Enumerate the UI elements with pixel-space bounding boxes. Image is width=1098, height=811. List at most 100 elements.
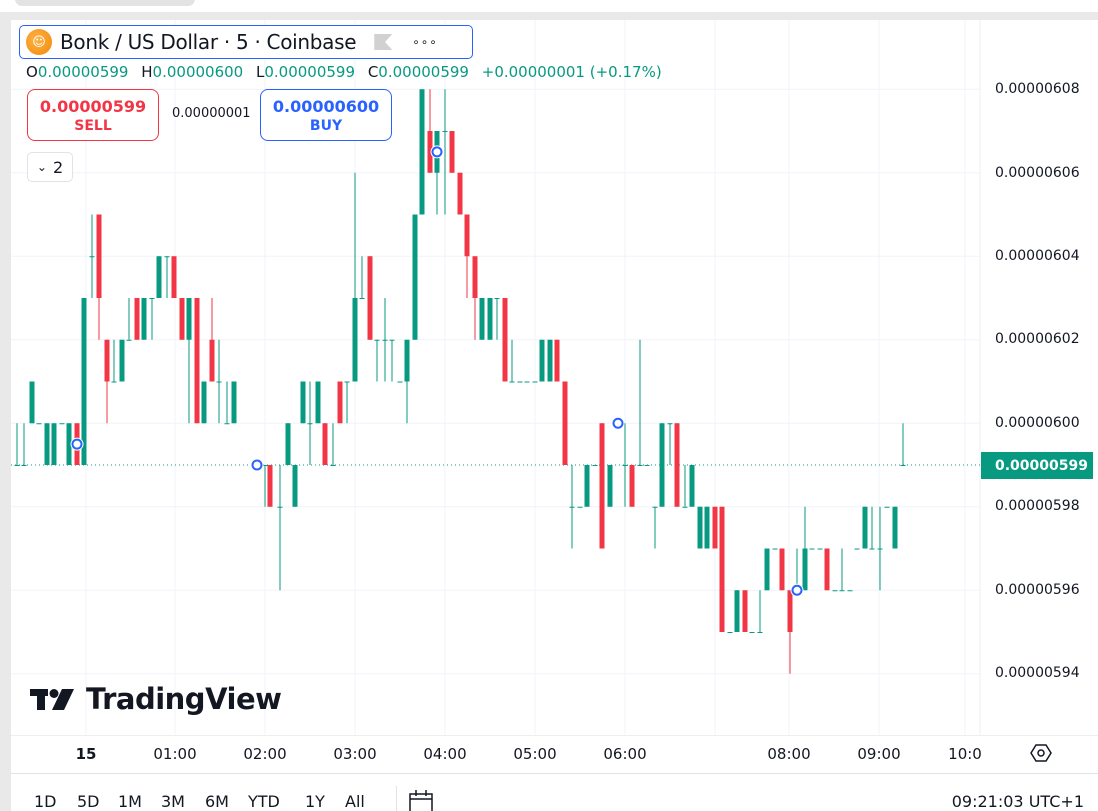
time-axis[interactable]: 15 01:00 02:00 03:00 04:00 05:00 06:00 08:00 09:…: [11, 735, 1098, 773]
time-tick-label: 09:00: [857, 745, 901, 763]
candle: [674, 423, 680, 507]
candle: [502, 298, 508, 382]
open-label: O: [26, 63, 38, 81]
calendar-goto-icon[interactable]: [407, 788, 435, 811]
candle: [397, 381, 403, 383]
candle: [96, 214, 102, 340]
candle: [141, 298, 147, 340]
candle: [900, 423, 906, 466]
buy-button[interactable]: 0.00000600 BUY: [260, 89, 392, 141]
range-button-3m[interactable]: 3M: [161, 792, 185, 811]
price-tick-label: 0.00000594: [995, 665, 1080, 681]
symbol-legend[interactable]: ☺ Bonk / US Dollar · 5 · Coinbase ∘∘∘: [19, 25, 473, 59]
top-tab-pill[interactable]: [15, 0, 195, 6]
candle: [201, 381, 207, 424]
time-tick-label: 04:00: [423, 745, 467, 763]
ohlc-values: O0.00000599 H0.00000600 L0.00000599 C0.0…: [26, 63, 662, 81]
price-tick-label: 0.00000602: [995, 331, 1080, 347]
candle: [764, 548, 770, 591]
candle: [307, 381, 313, 465]
candle: [149, 298, 155, 340]
spread-value: 0.00000001: [172, 106, 251, 121]
candle: [584, 465, 590, 507]
candle: [51, 423, 57, 465]
indicators-collapse-button[interactable]: ⌄ 2: [27, 152, 73, 182]
candle: [712, 506, 718, 549]
candle: [517, 381, 523, 383]
candle: [509, 339, 515, 383]
candle: [562, 381, 568, 465]
candle: [216, 339, 222, 424]
flag-icon[interactable]: [374, 34, 393, 50]
candle: [194, 298, 200, 424]
low-value: 0.00000599: [264, 63, 356, 81]
candle: [884, 506, 890, 508]
candle: [171, 256, 177, 298]
high-value: 0.00000600: [152, 63, 244, 81]
range-button-1d[interactable]: 1D: [34, 792, 57, 811]
candle: [66, 423, 72, 465]
last-price-label: 0.00000599: [981, 452, 1093, 479]
trade-marker-icon[interactable]: [70, 437, 84, 451]
candle: [787, 590, 793, 674]
candle: [772, 548, 778, 550]
clock-timezone[interactable]: 09:21:03 UTC+1: [951, 792, 1084, 811]
candle: [809, 548, 815, 550]
range-button-all[interactable]: All: [345, 792, 365, 811]
range-button-ytd[interactable]: YTD: [248, 792, 280, 811]
candle: [434, 131, 440, 215]
candle: [479, 298, 485, 340]
candle: [300, 381, 306, 424]
candle: [179, 298, 185, 340]
candle: [337, 381, 343, 424]
candle: [36, 423, 42, 425]
candle: [322, 423, 328, 465]
candle: [472, 256, 478, 340]
candle: [126, 298, 132, 341]
candle: [59, 423, 65, 425]
symbol-title[interactable]: Bonk / US Dollar · 5 · Coinbase: [60, 30, 357, 54]
bottom-toolbar: 09:21:03 UTC+1 1D 5D 1M 3M 6M YTD 1Y All: [11, 773, 1098, 811]
candle: [742, 590, 748, 632]
candle: [869, 506, 875, 550]
close-label: C: [367, 63, 379, 81]
watermark-text: TradingView: [86, 682, 282, 716]
chart-settings-icon[interactable]: [1030, 742, 1052, 764]
candle: [487, 298, 493, 340]
candle: [592, 465, 598, 466]
trade-marker-icon[interactable]: [611, 416, 625, 430]
more-dots-icon[interactable]: ∘∘∘: [412, 35, 438, 49]
candle: [359, 256, 365, 299]
range-button-6m[interactable]: 6M: [205, 792, 229, 811]
candle: [779, 548, 785, 591]
candle: [119, 339, 125, 382]
sell-button[interactable]: 0.00000599 SELL: [27, 89, 159, 141]
candle: [344, 381, 350, 424]
candle: [682, 465, 688, 508]
candle: [367, 256, 373, 340]
chart-panel: [11, 20, 1098, 811]
candle: [817, 548, 823, 550]
candle: [457, 172, 463, 215]
change-value: +0.00000001 (+0.17%): [481, 63, 662, 81]
candle: [652, 506, 658, 549]
trade-marker-icon[interactable]: [250, 458, 264, 472]
candle: [292, 465, 298, 507]
candle: [111, 339, 117, 383]
range-button-5d[interactable]: 5D: [77, 792, 100, 811]
trade-marker-icon[interactable]: [430, 145, 444, 159]
candle: [156, 256, 162, 298]
trade-marker-icon[interactable]: [790, 583, 804, 597]
low-label: L: [256, 63, 265, 81]
candle: [629, 465, 635, 507]
candle: [14, 423, 20, 466]
chevron-down-icon: ⌄: [36, 160, 47, 174]
time-tick-label: 08:00: [767, 745, 811, 763]
range-button-1m[interactable]: 1M: [118, 792, 142, 811]
candle: [644, 465, 650, 466]
candle: [637, 339, 643, 466]
candle: [330, 423, 336, 466]
range-button-1y[interactable]: 1Y: [305, 792, 325, 811]
candle: [607, 465, 613, 507]
candle: [832, 590, 838, 592]
